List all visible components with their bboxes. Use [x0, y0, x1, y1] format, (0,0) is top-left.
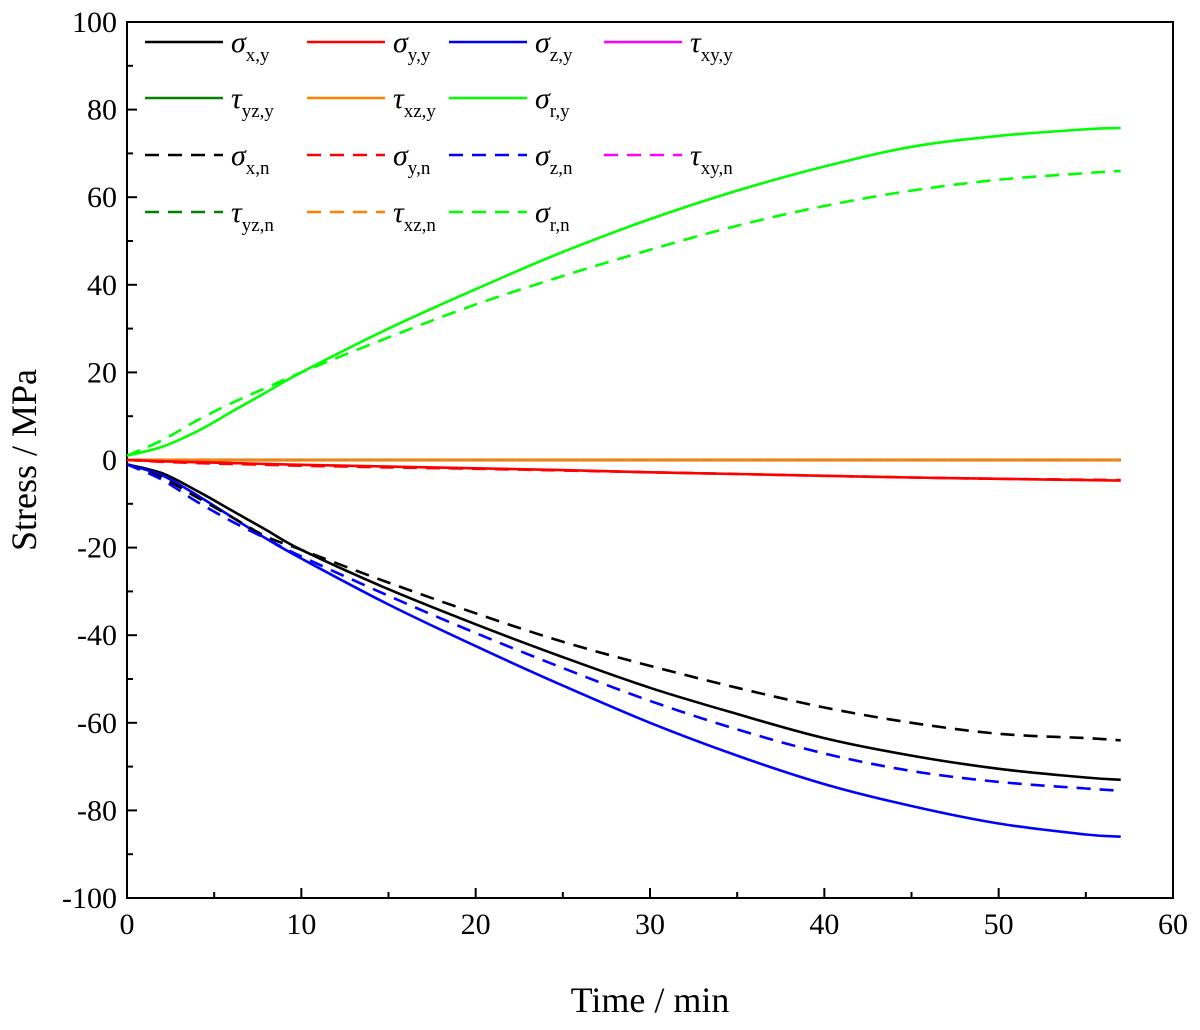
axis-tick-labels: 0 10 20 30 40 50 60 100 80 60 40 20 0 -20 -40 -60 -80 -10…	[62, 6, 1188, 941]
series-line-2	[126, 463, 1121, 838]
legend-item: σr,n	[449, 196, 570, 236]
y-axis-title: Stress / MPa	[4, 369, 44, 551]
legend-item: τyz,n	[145, 196, 274, 236]
y-tick-label: -60	[77, 707, 117, 740]
y-tick-label: 60	[87, 181, 117, 214]
legend-label: σx,y	[231, 26, 270, 66]
legend-label: τyz,n	[231, 196, 274, 236]
legend-label: σy,y	[393, 26, 431, 66]
legend-item: σz,y	[449, 26, 573, 66]
y-tick-label: 20	[87, 356, 117, 389]
legend-item: σx,y	[145, 26, 270, 66]
legend-item: σx,n	[145, 139, 270, 179]
legend-label: τxz,n	[393, 196, 436, 236]
legend: σx,y σy,y σz,y τxy,y τyz,y τxz,y σr,y σx,n σy,n σ…	[145, 26, 733, 236]
y-tick-label: -40	[77, 619, 117, 652]
x-tick-label: 10	[286, 908, 316, 941]
y-tick-label: 0	[102, 444, 117, 477]
y-tick-label: -80	[77, 794, 117, 827]
legend-item: σr,y	[449, 82, 570, 122]
legend-item: σy,n	[307, 139, 431, 179]
legend-label: σz,y	[535, 26, 573, 66]
series-line-13	[126, 169, 1121, 457]
y-tick-label: -100	[62, 882, 117, 915]
x-tick-label: 30	[635, 908, 665, 941]
legend-label: τxy,n	[690, 139, 733, 179]
legend-label: σr,n	[535, 196, 570, 236]
series-line-1	[126, 458, 1121, 482]
series-line-8	[126, 458, 1121, 482]
legend-label: τxy,y	[690, 26, 733, 66]
x-tick-label: 60	[1158, 908, 1188, 941]
x-tick-label: 50	[984, 908, 1014, 941]
legend-label: σx,n	[231, 139, 270, 179]
legend-label: τyz,y	[231, 82, 274, 122]
series-lines	[126, 126, 1121, 838]
legend-item: τyz,y	[145, 82, 274, 122]
x-tick-label: 40	[809, 908, 839, 941]
legend-label: σy,n	[393, 139, 431, 179]
x-tick-label: 0	[120, 908, 135, 941]
legend-item: σz,n	[449, 139, 573, 179]
y-tick-label: 100	[72, 6, 117, 39]
x-axis-title: Time / min	[571, 980, 730, 1020]
series-line-0	[126, 463, 1121, 781]
legend-label: σr,y	[535, 82, 570, 122]
legend-label: σz,n	[535, 139, 573, 179]
legend-item: τxy,y	[604, 26, 733, 66]
legend-label: τxz,y	[393, 82, 436, 122]
legend-item: σy,y	[307, 26, 431, 66]
legend-item: τxy,n	[604, 139, 733, 179]
x-tick-label: 20	[461, 908, 491, 941]
series-line-7	[126, 463, 1121, 742]
y-tick-label: 80	[87, 94, 117, 127]
legend-item: τxz,y	[307, 82, 436, 122]
series-line-9	[126, 463, 1121, 792]
legend-item: τxz,n	[307, 196, 436, 236]
y-tick-label: 40	[87, 269, 117, 302]
series-line-6	[126, 126, 1121, 457]
y-tick-label: -20	[77, 532, 117, 565]
